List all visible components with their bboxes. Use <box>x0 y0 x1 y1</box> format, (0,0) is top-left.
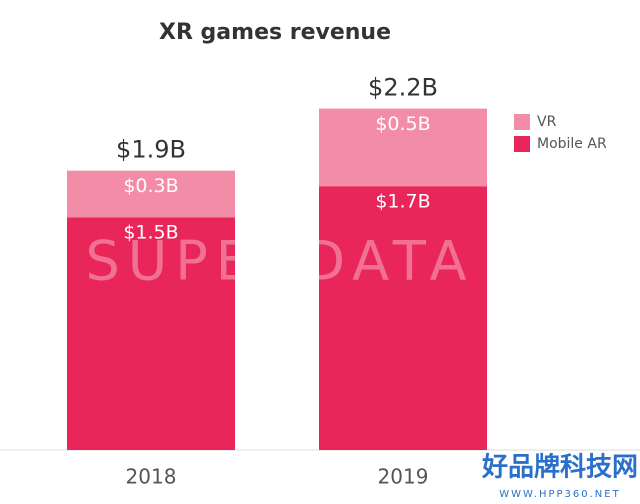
watermark-url: WWW.HPP360.NET <box>499 489 620 500</box>
watermark-site: 好品牌科技网 <box>481 452 638 483</box>
chart-title: XR games revenue <box>159 20 391 45</box>
data-label: $1.5B <box>123 222 178 244</box>
x-tick-label: 2019 <box>378 465 429 489</box>
bar-segment <box>67 217 235 450</box>
total-label: $2.2B <box>368 74 438 102</box>
legend-swatch <box>514 136 530 152</box>
legend-label: VR <box>537 114 557 130</box>
legend-label: Mobile AR <box>537 136 607 152</box>
data-label: $0.3B <box>123 175 178 197</box>
data-label: $1.7B <box>375 191 430 213</box>
watermark: SUPERDATA <box>85 230 474 293</box>
total-label: $1.9B <box>116 136 186 164</box>
x-tick-label: 2018 <box>126 465 177 489</box>
bar-segment <box>67 170 235 218</box>
data-label: $0.5B <box>375 113 430 135</box>
legend-swatch <box>514 114 530 130</box>
bar-segment <box>319 108 487 187</box>
bar-segment <box>319 186 487 450</box>
